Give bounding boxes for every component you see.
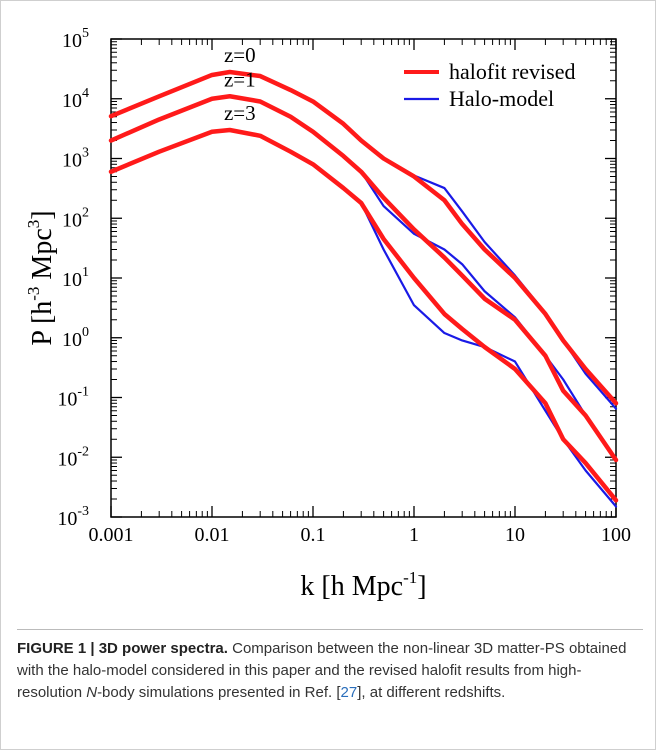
y-tick-exp: 1 <box>82 265 89 280</box>
y-tick-label: 101 <box>62 265 89 291</box>
y-tick-exp: 2 <box>82 205 89 220</box>
y-tick-exp: -1 <box>77 385 89 400</box>
y-tick-label: 102 <box>62 205 89 231</box>
y-tick-exp: 0 <box>82 325 89 340</box>
y-axis-title-part: Mpc <box>27 228 58 286</box>
caption-text: Comparison between the non-linear 3D mat… <box>17 640 627 701</box>
y-tick-base: 10 <box>57 508 77 530</box>
caption-text: N <box>86 684 98 701</box>
x-axis-title: k [h Mpc-1] <box>300 568 426 602</box>
y-tick-base: 10 <box>57 448 77 470</box>
y-tick-label: 100 <box>62 325 89 351</box>
y-tick-exp: 5 <box>82 26 89 41</box>
y-axis-title-part: P [h <box>27 301 58 346</box>
series-line <box>108 94 619 463</box>
x-tick-label: 0.1 <box>301 524 326 546</box>
chart: 0.001 0.01 0.1 1 10 10010-310-210-11001011021… <box>24 26 631 602</box>
caption-text: ], at different redshifts. <box>357 684 506 701</box>
y-tick-base: 10 <box>62 90 82 112</box>
y-tick-base: 10 <box>62 269 82 291</box>
series-line <box>109 128 618 508</box>
series-line <box>109 70 618 410</box>
y-tick-base: 10 <box>62 329 82 351</box>
x-tick-label: 100 <box>601 524 631 546</box>
caption-ref[interactable]: 27 <box>340 684 358 701</box>
y-tick-label: 104 <box>62 86 89 112</box>
x-tick-label: 0.001 <box>89 524 134 546</box>
curve-label: z=3 <box>224 101 256 125</box>
x-axis-title-part: -1 <box>403 568 417 587</box>
y-tick-exp: 3 <box>82 146 89 161</box>
series-line <box>108 69 619 406</box>
curve-label: z=0 <box>224 43 256 67</box>
x-axis-title-part: ] <box>417 571 426 602</box>
x-tick-label: 1 <box>409 524 419 546</box>
y-tick-label: 10-1 <box>57 385 89 411</box>
x-tick-label: 10 <box>505 524 525 546</box>
x-tick-label: 0.01 <box>195 524 230 546</box>
caption-text: -body simulations presented in Ref. [ <box>97 684 341 701</box>
legend-label: Halo-model <box>449 86 554 111</box>
y-axis-title-part: -3 <box>24 287 43 301</box>
y-tick-base: 10 <box>57 389 77 411</box>
y-tick-label: 10-2 <box>57 444 89 470</box>
y-tick-base: 10 <box>62 150 82 172</box>
y-axis-title: P [h-3 Mpc3] <box>24 210 58 345</box>
y-tick-exp: -3 <box>77 504 89 519</box>
y-axis-title-part: 3 <box>24 220 43 229</box>
series-line <box>108 127 619 503</box>
y-tick-label: 10-3 <box>57 504 89 530</box>
y-tick-label: 105 <box>62 26 89 52</box>
x-axis-title-part: k [h Mpc <box>300 571 403 602</box>
y-tick-base: 10 <box>62 30 82 52</box>
y-tick-exp: -2 <box>77 444 89 459</box>
y-tick-exp: 4 <box>82 86 89 101</box>
legend-label: halofit revised <box>449 59 575 84</box>
y-axis-title-part: ] <box>27 210 58 219</box>
caption: FIGURE 1 | 3D power spectra. Comparison … <box>17 629 643 704</box>
y-tick-label: 103 <box>62 146 89 172</box>
y-tick-base: 10 <box>62 209 82 231</box>
series-line <box>109 95 618 462</box>
caption-label: FIGURE 1 | 3D power spectra. <box>17 640 228 657</box>
curve-label: z=1 <box>224 67 256 91</box>
